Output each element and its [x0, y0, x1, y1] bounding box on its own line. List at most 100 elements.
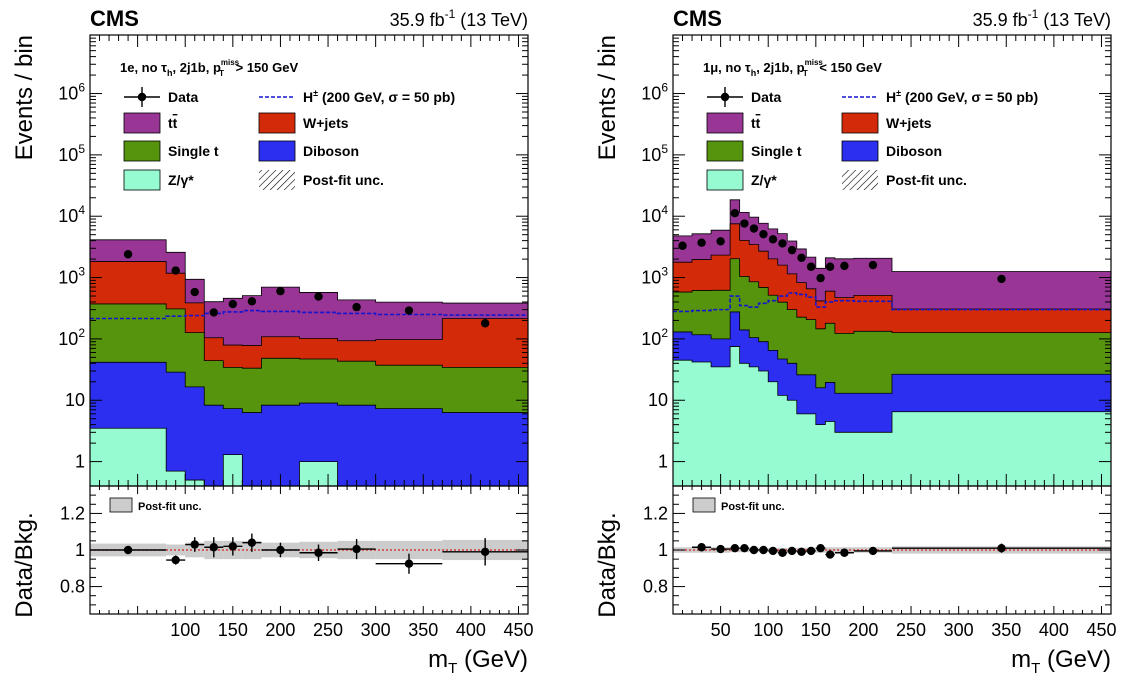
- legend-text-overline: t: [756, 115, 761, 131]
- ratio-point: [697, 543, 706, 552]
- y-tick-base: 10: [58, 145, 78, 165]
- y-tick-exponent: 4: [78, 203, 85, 217]
- y-tick-label: 1: [658, 452, 668, 472]
- stack-diboson: [89, 361, 529, 487]
- legend-text: t: [751, 115, 756, 131]
- legend-text: Z/γ*: [168, 172, 194, 188]
- legend-label: H± (200 GeV, σ = 50 pb): [303, 88, 455, 105]
- y-tick-label: 104: [58, 203, 85, 226]
- y-tick-label: 102: [641, 326, 668, 349]
- region-text: , 2j1b, p: [756, 60, 804, 75]
- legend-swatch: [706, 169, 744, 191]
- region-superscript: miss: [805, 58, 824, 67]
- data-point: [816, 273, 825, 283]
- ratio-legend-swatch: [692, 497, 716, 513]
- ratio-y-axis-label: Data/Bkg.: [11, 512, 38, 617]
- y-tick-base: 10: [641, 84, 661, 104]
- data-point: [247, 297, 257, 306]
- legend-text: H: [886, 89, 896, 105]
- ratio-y-tick-label: 0.8: [643, 577, 668, 597]
- legend-text: Single t: [751, 143, 802, 159]
- y-tick-exponent: 5: [661, 142, 668, 156]
- lumi-label: 35.9 fb-1 (13 TeV): [390, 7, 528, 30]
- y-tick-label: 103: [58, 265, 85, 288]
- cms-label: CMS: [90, 6, 139, 31]
- x-tick-label: 450: [503, 620, 533, 640]
- legend-label: Data: [751, 89, 782, 105]
- legend-superscript: ±: [896, 88, 901, 98]
- stack-zgamma: [672, 346, 1112, 487]
- ratio-point: [749, 545, 759, 555]
- legend-text: H: [303, 89, 313, 105]
- ratio-point: [171, 555, 180, 565]
- legend-text: Z/γ*: [751, 172, 777, 188]
- region-text: < 150 GeV: [816, 60, 882, 75]
- data-point: [740, 219, 749, 228]
- legend-text: W+jets: [303, 115, 349, 131]
- region-subscript: T: [803, 69, 808, 78]
- data-point: [825, 262, 835, 271]
- data-point: [840, 261, 849, 271]
- data-point: [171, 266, 180, 275]
- ratio-point: [209, 543, 218, 552]
- ratio-point: [759, 545, 768, 555]
- data-point: [787, 245, 797, 255]
- legend-text: t: [168, 115, 173, 131]
- region-text: 1e, no τ: [120, 60, 167, 75]
- legend-entry-zgamma: Z/γ*: [706, 169, 777, 191]
- ratio-point: [787, 546, 797, 556]
- legend-label: Diboson: [303, 143, 359, 159]
- ratio-y-tick-label: 1: [658, 540, 668, 560]
- legend-superscript: ±: [313, 88, 318, 98]
- x-tick-label: 400: [456, 620, 486, 640]
- data-point: [123, 250, 133, 259]
- legend-entry-ttbar: tt: [706, 112, 761, 134]
- legend-entry-charged_higgs: H± (200 GeV, σ = 50 pb): [842, 88, 1038, 105]
- legend-swatch: [123, 140, 161, 162]
- x-tick-label: 250: [313, 620, 343, 640]
- y-tick-label: 106: [58, 81, 85, 104]
- legend-label: H± (200 GeV, σ = 50 pb): [886, 88, 1038, 105]
- ratio-point: [480, 547, 490, 557]
- legend-entry-data: Data: [707, 87, 782, 107]
- x-tick-label: 200: [265, 620, 295, 640]
- legend-marker: [137, 92, 147, 102]
- legend-swatch: [258, 140, 296, 162]
- legend-text: (200 GeV, σ = 50 pb): [318, 89, 455, 105]
- lumi-value: 35.9 fb: [390, 10, 445, 30]
- data-point: [778, 239, 787, 248]
- data-point: [209, 308, 218, 317]
- region-subscript: h: [751, 68, 757, 78]
- legend-swatch: [123, 169, 161, 191]
- x-tick-label: 400: [1039, 620, 1069, 640]
- legend-text: W+jets: [886, 115, 932, 131]
- y-tick-base: 10: [641, 329, 661, 349]
- legend-label: Single t: [751, 143, 802, 159]
- legend-label: Z/γ*: [751, 172, 777, 188]
- legend-text: Diboson: [886, 143, 942, 159]
- ratio-point: [768, 546, 778, 556]
- signal-charged-higgs-line: [90, 309, 528, 320]
- legend-label: tt: [751, 115, 761, 131]
- data-point: [352, 302, 361, 312]
- y-tick-base: 1: [75, 452, 85, 472]
- y-tick-exponent: 6: [661, 81, 668, 95]
- legend-text: Diboson: [303, 143, 359, 159]
- x-tick-label: 150: [801, 620, 831, 640]
- y-tick-exponent: 5: [78, 142, 85, 156]
- legend-label: Diboson: [886, 143, 942, 159]
- region-label: 1μ, no τh, 2j1b, pmiss T < 150 GeV: [703, 58, 882, 78]
- ratio-point: [740, 543, 749, 553]
- ratio-y-tick-label: 1.2: [60, 503, 85, 523]
- x-tick-label: 350: [408, 620, 438, 640]
- legend-text: Post-fit unc.: [886, 172, 967, 188]
- data-point: [228, 299, 238, 309]
- y-tick-label: 105: [641, 142, 668, 165]
- y-tick-base: 10: [58, 206, 78, 226]
- y-tick-label: 106: [641, 81, 668, 104]
- x-tick-label: 100: [170, 620, 200, 640]
- legend-entry-single_t: Single t: [706, 140, 802, 162]
- legend-swatch: [706, 140, 744, 162]
- legend-swatch: [841, 140, 879, 162]
